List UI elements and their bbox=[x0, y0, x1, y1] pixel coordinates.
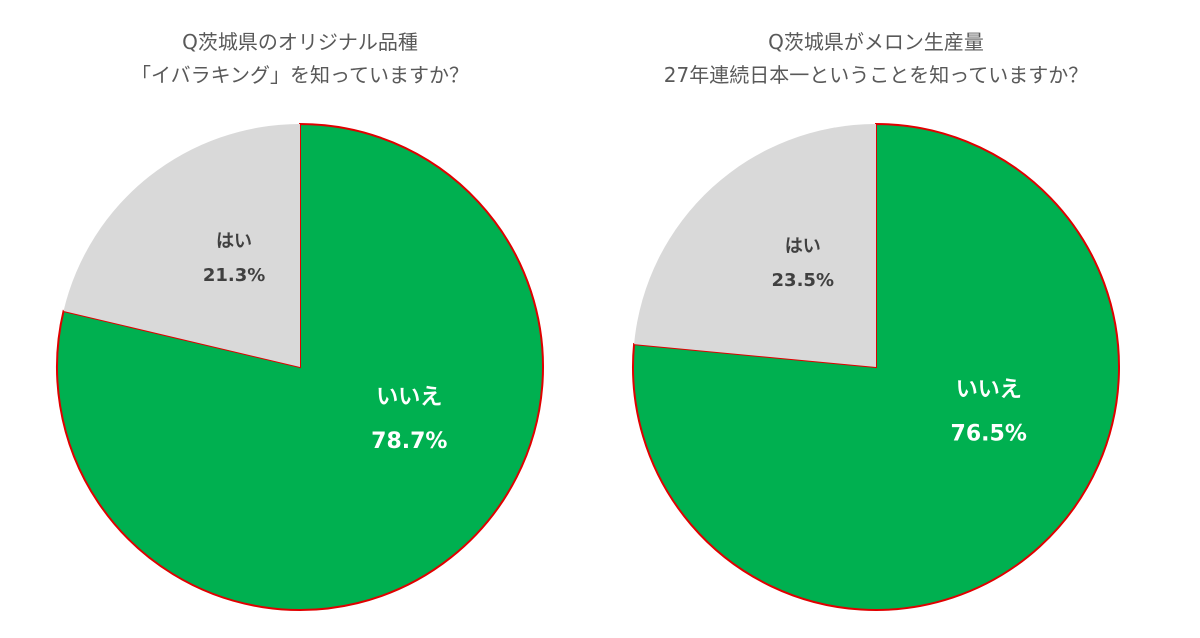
slice-category: はい bbox=[216, 231, 252, 252]
pie-slice bbox=[634, 124, 876, 367]
slice-category: はい bbox=[785, 236, 821, 257]
pie-slice bbox=[56, 122, 544, 611]
pie-slice bbox=[632, 122, 1120, 611]
pie-slice bbox=[63, 123, 300, 368]
slice-value-label: 78.7% bbox=[371, 429, 447, 454]
chart-title: Q茨城県のオリジナル品種 「イバラキング」を知っていますか？ bbox=[131, 30, 469, 87]
slice-value-label: 21.3% bbox=[203, 265, 265, 286]
slice-value-label: 76.5% bbox=[951, 421, 1027, 446]
slice-category: いいえ bbox=[376, 385, 442, 410]
slice-category: いいえ bbox=[956, 377, 1022, 402]
chart-title: Q茨城県がメロン生産量 27年連続日本一ということを知っていますか？ bbox=[663, 30, 1089, 87]
slice-value-label: 23.5% bbox=[772, 270, 834, 291]
